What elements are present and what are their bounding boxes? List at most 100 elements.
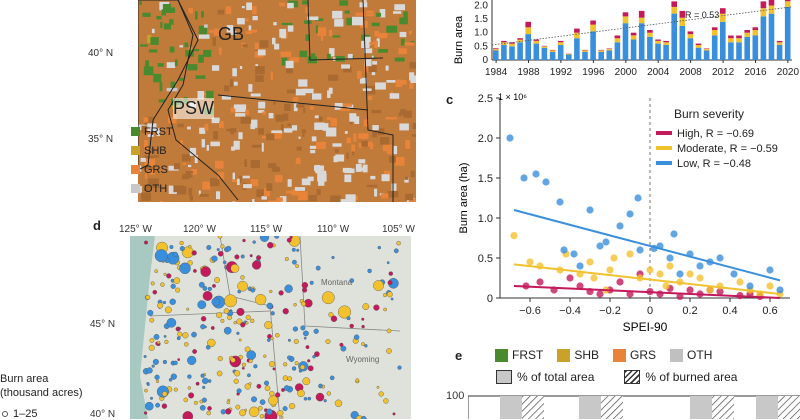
fire-dot [144, 412, 147, 415]
c-point [560, 246, 567, 253]
fire-dot [288, 339, 291, 342]
map-patch [351, 145, 355, 152]
c-point [556, 198, 563, 205]
fire-dot [203, 286, 207, 290]
e-y-tick-100: 100 [446, 390, 464, 402]
b-bar [680, 26, 686, 60]
c-point [616, 278, 623, 285]
fire-dot [156, 380, 159, 383]
fire-dot [241, 255, 245, 259]
map-patch [226, 129, 234, 132]
map-patch [287, 90, 297, 94]
e-bar-frst-total [500, 396, 522, 419]
b-bar [663, 45, 669, 60]
b-bar [785, 0, 791, 1]
map-patch [333, 35, 341, 37]
map-patch [235, 104, 246, 112]
map-patch [212, 65, 219, 71]
fire-dot [193, 269, 196, 272]
fire-dot [157, 341, 160, 344]
map-patch [298, 191, 308, 200]
fire-dot [226, 246, 231, 251]
b-bar [542, 46, 548, 47]
fire-dot [155, 403, 159, 407]
fire-dot [316, 266, 320, 270]
b-bar [728, 38, 734, 42]
map-patch [378, 49, 388, 53]
b-bar [607, 51, 613, 61]
fire-dot [164, 273, 167, 276]
fire-dot [238, 290, 241, 293]
fire-dot [302, 282, 308, 288]
b-bar [671, 7, 677, 14]
region-label-gb: GB [218, 24, 244, 45]
fire-dot [183, 332, 189, 338]
c-point [746, 282, 753, 289]
map-patch [213, 131, 218, 139]
c-point [586, 206, 593, 213]
b-bar [607, 49, 613, 50]
c-point [730, 270, 737, 277]
fire-dot [257, 384, 261, 388]
b-bar [615, 36, 621, 39]
fire-dot [237, 308, 245, 316]
fire-dot [300, 365, 305, 370]
lat-label-40-bottom: 40° N [90, 409, 115, 420]
fire-dot [364, 344, 367, 347]
map-patch [299, 137, 301, 139]
map-patch [274, 44, 279, 50]
map-patch [317, 173, 326, 181]
fire-dot [223, 261, 226, 264]
fire-dot [308, 397, 311, 400]
fire-dot [254, 364, 258, 368]
fire-dot [284, 385, 289, 390]
map-patch [327, 117, 331, 120]
map-patch [243, 184, 252, 188]
b-bar [744, 37, 750, 60]
b-bar [525, 27, 531, 34]
b-bar [574, 38, 580, 60]
fire-dot [237, 389, 242, 394]
map-patch [219, 121, 224, 128]
map-patch [230, 131, 234, 134]
c-point [766, 266, 773, 273]
map-patch [242, 6, 245, 8]
b-bar [688, 38, 694, 60]
map-patch [293, 97, 299, 101]
fire-dot [393, 413, 396, 416]
map-patch [266, 183, 272, 191]
total-area-swatch [496, 370, 512, 384]
map-patch [352, 17, 363, 26]
fire-dot [174, 361, 178, 365]
e-bar-shb-total [579, 396, 601, 419]
c-x-tick: 0.6 [762, 305, 777, 317]
map-patch [350, 121, 352, 124]
b-bar [704, 51, 710, 61]
fire-dot [187, 375, 191, 379]
c-y-scale-note: 1 × 10⁶ [498, 92, 527, 102]
b-bar [631, 40, 637, 61]
fire-dot [147, 368, 153, 374]
lat-label-45: 45° N [90, 319, 115, 330]
c-point [766, 282, 773, 289]
legend-item-shb: SHB [131, 141, 191, 160]
e-bar-grs-total [690, 396, 712, 419]
fire-dot [167, 318, 176, 327]
fire-dot [269, 361, 275, 367]
fire-dot [283, 376, 288, 381]
c-point [696, 262, 703, 269]
map-patch [305, 7, 309, 13]
b-bar [574, 33, 580, 39]
map-patch [347, 138, 352, 144]
fire-dot [267, 339, 270, 342]
fire-dot [271, 311, 275, 315]
fire-dot [145, 402, 153, 410]
b-x-tick: 2004 [647, 67, 670, 78]
fire-dot [151, 282, 155, 286]
lon-label-120: 120° W [183, 224, 216, 235]
map-patch [262, 196, 267, 200]
map-patch [255, 43, 259, 50]
c-point [606, 266, 613, 273]
map-patch [276, 115, 284, 122]
map-patch [367, 185, 378, 187]
